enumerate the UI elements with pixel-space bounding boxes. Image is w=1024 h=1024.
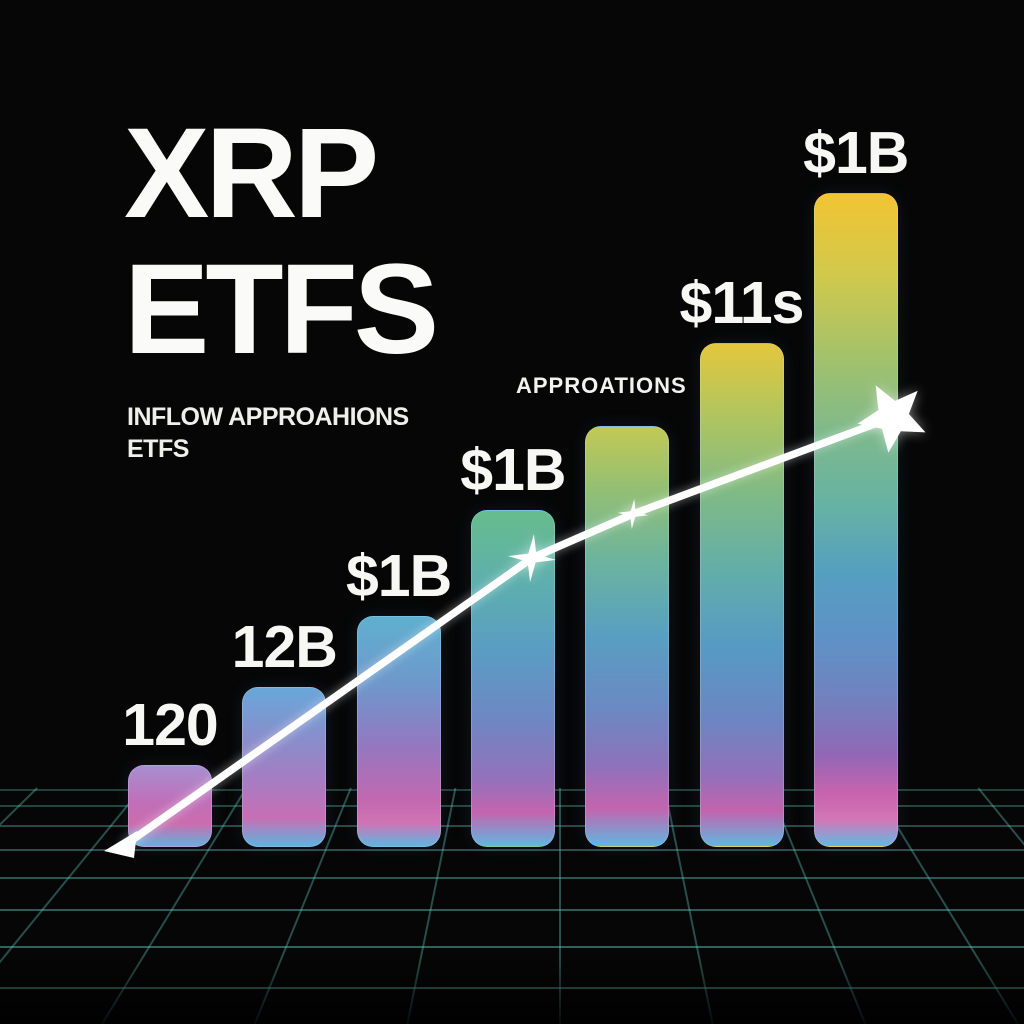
bar [699,343,784,847]
milestone-star [857,385,926,453]
bar-value-label: 12B [231,614,338,680]
title-line-1: XRP [124,102,379,245]
title-line-2: ETFS [124,237,439,381]
bar-value-label: $1B [460,437,566,503]
bar [813,193,898,847]
bottom-vignette [0,954,1024,1024]
subtitle-line-2: ETFS [127,435,189,463]
grid-line [977,787,1024,846]
page-title: XRP ETFS [124,102,439,381]
trend-line-arrow [104,831,137,858]
sparkle-star [618,499,648,529]
grid-line [0,787,143,964]
caption-approations: APPROATIONS [516,373,687,398]
subtitle-line-1: INFLOW APPROAHIONS [127,403,409,431]
bar-value-label: $1B [803,120,909,186]
bar [470,510,555,847]
bar-value-label: $1B [345,543,452,609]
bar [585,426,670,847]
trend-line [121,415,892,849]
subtitle: INFLOW APPROAHIONS ETFS [127,401,409,465]
sparkle-star [508,534,556,582]
bar [356,616,441,847]
bar-value-label: $11s [679,270,805,336]
bar-value-label: 120 [122,692,218,758]
